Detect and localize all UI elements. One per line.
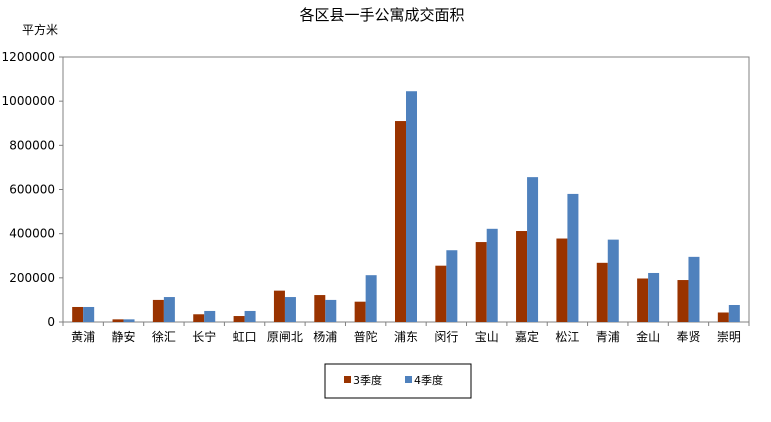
y-tick-label: 200000 — [9, 271, 55, 285]
x-category-label: 金山 — [636, 329, 660, 344]
bar-q4 — [406, 91, 417, 323]
bar-q3 — [516, 231, 528, 322]
bar-q4 — [244, 310, 256, 322]
x-category-label: 黄浦 — [71, 330, 95, 344]
bar-q3 — [273, 290, 285, 322]
bar-q3 — [475, 242, 487, 322]
bar-q3 — [435, 265, 447, 322]
bar-q3 — [314, 295, 326, 322]
x-category-label: 原闸北 — [267, 330, 303, 344]
bar-q4 — [204, 310, 216, 322]
x-category-label: 嘉定 — [515, 329, 539, 344]
x-category-label: 崇明 — [717, 330, 741, 344]
bar-q4 — [728, 304, 740, 322]
bar-q4 — [486, 228, 498, 322]
bar-q3 — [112, 319, 124, 322]
x-category-label: 松江 — [555, 330, 579, 344]
legend-swatch — [344, 376, 351, 383]
bar-q4 — [527, 177, 539, 322]
bar-q4 — [325, 299, 337, 322]
x-category-label: 杨浦 — [313, 329, 337, 344]
x-category-label: 虹口 — [233, 330, 257, 344]
bar-q4 — [163, 297, 175, 322]
bar-q4 — [123, 319, 135, 322]
x-category-label: 徐汇 — [152, 329, 176, 344]
x-category-label: 普陀 — [354, 329, 378, 344]
y-tick-label: 600000 — [9, 183, 55, 197]
legend-label: 3季度 — [353, 373, 382, 387]
x-axis: 黄浦 静安 徐汇 长宁 虹口 原闸北 杨浦 普陀 浦东 闵行 宝山 嘉定 松江 青浦 金山 奉贤 崇明 — [62, 322, 750, 344]
y-tick-label: 1200000 — [2, 50, 55, 64]
bar-q4 — [446, 250, 458, 322]
y-tick-label: 400000 — [9, 227, 55, 241]
x-category-label: 静安 — [112, 329, 136, 344]
legend-swatch — [405, 376, 412, 383]
legend-label: 4季度 — [414, 373, 443, 387]
bar-q4 — [83, 306, 95, 322]
x-category-label: 奉贤 — [676, 330, 700, 344]
bar-q3 — [637, 278, 649, 322]
x-category-label: 浦东 — [394, 330, 418, 344]
legend: 3季度 4季度 — [324, 363, 472, 399]
y-axis-unit: 平方米 — [22, 22, 58, 37]
bars-group — [72, 91, 740, 323]
bar-q3 — [354, 301, 366, 322]
bar-q3 — [72, 306, 84, 322]
bar-q4 — [607, 239, 619, 322]
chart-title: 各区县一手公寓成交面积 — [299, 6, 464, 24]
x-category-label: 长宁 — [192, 329, 216, 344]
bar-q3 — [677, 280, 689, 322]
x-category-label: 宝山 — [475, 330, 499, 344]
x-category-label: 闵行 — [434, 329, 458, 344]
bar-q3 — [233, 316, 245, 322]
y-axis: 0 200000 400000 600000 800000 1000000 1200000 — [2, 50, 63, 329]
bar-q4 — [688, 256, 700, 322]
y-tick-label: 1000000 — [2, 94, 55, 108]
bar-q4 — [284, 297, 296, 322]
bar-q4 — [365, 275, 377, 322]
bar-q3 — [395, 121, 406, 323]
bar-q3 — [556, 238, 568, 322]
bar-q3 — [596, 262, 608, 322]
bar-q4 — [567, 193, 579, 322]
bar-q3 — [193, 314, 205, 322]
bar-q3 — [152, 299, 164, 322]
x-category-label: 青浦 — [596, 330, 620, 344]
bar-q3 — [717, 312, 729, 322]
y-tick-label: 800000 — [9, 138, 55, 152]
y-tick-label: 0 — [47, 315, 55, 329]
bar-q4 — [648, 272, 660, 322]
